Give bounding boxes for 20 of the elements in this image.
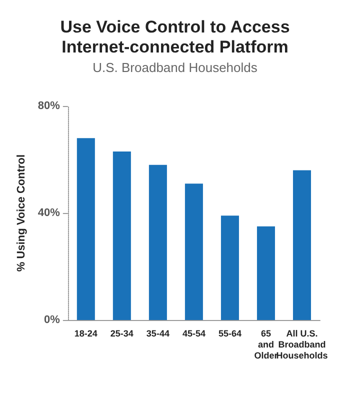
x-tick-label: 35-44 bbox=[146, 328, 170, 338]
y-tick-label: 80% bbox=[38, 100, 60, 112]
chart-title: Use Voice Control to Access Internet-connected Platform bbox=[60, 18, 290, 56]
x-tick-label: 45-54 bbox=[182, 328, 206, 338]
chart-subtitle: U.S. Broadband Households bbox=[92, 60, 258, 75]
x-tick-label: 55-64 bbox=[218, 328, 242, 338]
y-tick-label: 40% bbox=[38, 207, 60, 219]
x-tick-label: 25-34 bbox=[110, 328, 134, 338]
bar bbox=[148, 164, 167, 320]
bar bbox=[256, 226, 275, 320]
x-tick-label: All U.S. Broadband Households bbox=[276, 328, 328, 360]
bar bbox=[184, 184, 203, 320]
y-axis-title: % Using Voice Control bbox=[16, 154, 28, 272]
y-tick-label: 0% bbox=[44, 314, 60, 326]
bar bbox=[76, 138, 95, 320]
bar bbox=[112, 151, 131, 320]
x-tick-label: 65 and Older bbox=[254, 328, 278, 360]
bar bbox=[292, 170, 311, 320]
x-tick-label: 18-24 bbox=[74, 328, 98, 338]
bar bbox=[220, 216, 239, 320]
